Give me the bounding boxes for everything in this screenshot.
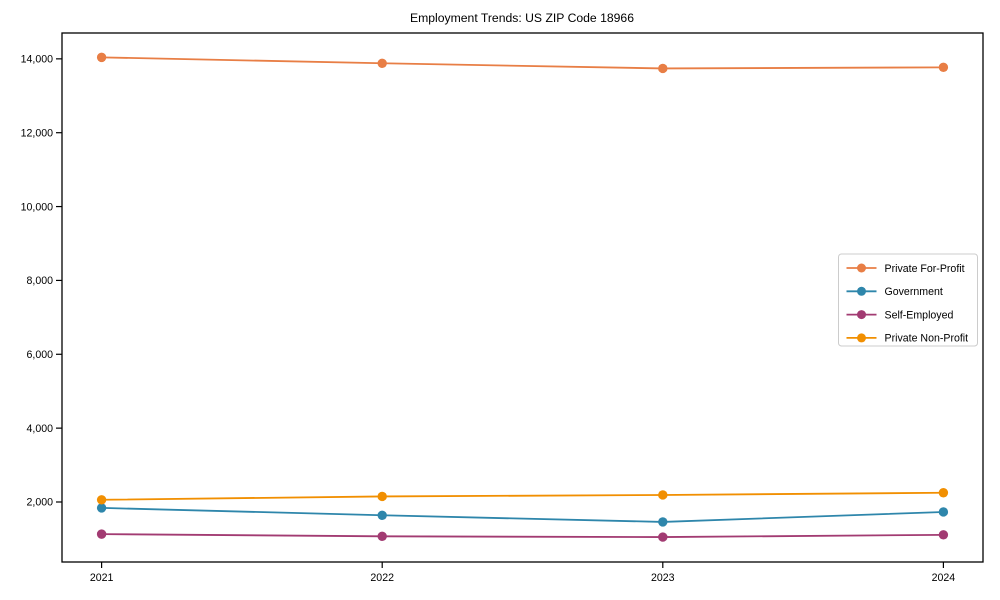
legend-box [838, 253, 978, 347]
y-axis: 2,000 4,000 6,000 8,000 10,000 12,000 14,000 [21, 54, 62, 509]
data-point-marker [938, 530, 949, 540]
x-tick-label: 2023 [651, 572, 675, 584]
series-private-for-profit [96, 52, 949, 74]
data-point-marker [938, 507, 949, 517]
data-point-marker [658, 532, 668, 542]
y-tick-label: 12,000 [21, 127, 54, 139]
legend-item: Private For-Profit [846, 263, 965, 275]
data-point-marker [377, 531, 387, 542]
series-government [96, 503, 949, 527]
x-tick-label: 2021 [90, 572, 114, 584]
legend-label: Private Non-Profit [885, 333, 969, 345]
data-point-marker [96, 529, 107, 539]
data-point-marker [377, 510, 387, 520]
y-tick-label: 2,000 [26, 497, 53, 509]
legend-marker [857, 310, 866, 320]
legend-item: Self-Employed [846, 309, 954, 321]
data-point-marker [96, 503, 107, 513]
legend-marker [857, 333, 866, 343]
series-layer [96, 52, 949, 542]
x-axis: 2021 2022 2023 2024 [90, 562, 955, 584]
y-tick-label: 10,000 [21, 201, 54, 213]
series-self-employed [96, 529, 949, 542]
data-point-marker [938, 62, 949, 73]
legend-item: Private Non-Profit [846, 333, 969, 345]
legend: Private For-Profit Government Self-Employe… [838, 253, 978, 347]
legend-marker [857, 286, 866, 296]
y-tick-label: 6,000 [26, 349, 53, 361]
legend-item: Government [846, 286, 943, 298]
series-private-non-profit [96, 488, 949, 505]
data-point-marker [658, 63, 668, 74]
y-tick-label: 14,000 [21, 54, 54, 66]
y-tick-label: 4,000 [26, 423, 53, 435]
chart-title: Employment Trends: US ZIP Code 18966 [410, 11, 634, 25]
x-tick-label: 2022 [370, 572, 394, 584]
x-tick-label: 2024 [932, 572, 956, 584]
legend-label: Self-Employed [885, 309, 954, 321]
legend-marker [857, 263, 866, 273]
data-point-marker [96, 52, 107, 63]
data-point-marker [658, 517, 668, 527]
plot-frame [61, 32, 984, 563]
series-line [101, 533, 944, 538]
data-point-marker [377, 58, 387, 68]
y-tick-label: 8,000 [26, 275, 53, 287]
series-line [101, 491, 944, 501]
axes-border [61, 32, 984, 563]
legend-label: Government [885, 286, 943, 298]
data-point-marker [377, 491, 387, 502]
series-line [101, 56, 944, 70]
legend-label: Private For-Profit [885, 263, 965, 275]
series-line [101, 507, 944, 523]
data-point-marker [938, 488, 949, 498]
data-point-marker [658, 490, 668, 500]
data-point-marker [96, 495, 107, 505]
